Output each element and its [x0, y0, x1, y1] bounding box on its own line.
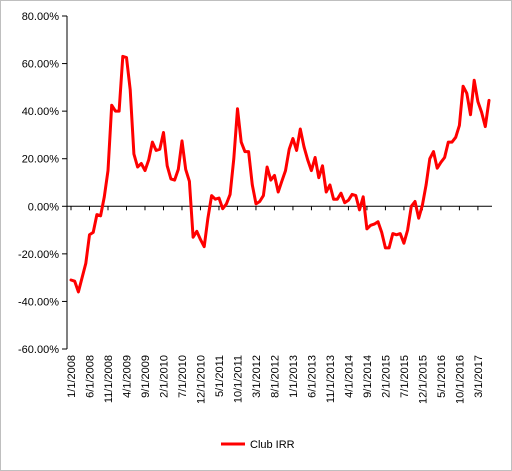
y-axis-ticks: -60.00% -40.00% -20.00% 0.00% 20.00% 40.00% 60… [18, 11, 67, 356]
y-tick-label: 60.00% [22, 59, 60, 71]
legend: Club IRR [221, 439, 295, 451]
x-tick-label: 12/1/2015 [417, 355, 429, 404]
x-tick-label: 3/1/2017 [473, 355, 485, 398]
x-tick-label: 2/1/2015 [380, 355, 392, 398]
y-tick-label: -60.00% [18, 344, 59, 356]
x-tick-label: 7/1/2015 [399, 355, 411, 398]
x-tick-label: 2/1/2010 [158, 355, 170, 398]
x-tick-label: 10/1/2016 [454, 355, 466, 404]
x-tick-label: 1/1/2013 [288, 355, 300, 398]
y-tick-label: -20.00% [18, 249, 59, 261]
x-tick-label: 5/1/2011 [214, 355, 226, 397]
x-axis-ticks: 1/1/2008 6/1/2008 11/1/2008 4/1/2009 9/1/200… [66, 206, 485, 404]
y-tick-label: 40.00% [22, 106, 60, 118]
x-tick-label: 7/1/2010 [177, 355, 189, 398]
x-tick-label: 9/1/2014 [362, 355, 374, 398]
y-tick-label: 80.00% [22, 11, 60, 23]
y-tick-label: -40.00% [18, 296, 59, 308]
y-tick-label: 0.00% [28, 201, 59, 213]
x-tick-label: 5/1/2016 [436, 355, 448, 398]
x-tick-label: 9/1/2009 [140, 355, 152, 398]
x-tick-label: 4/1/2009 [121, 355, 133, 398]
x-tick-label: 6/1/2013 [306, 355, 318, 398]
x-tick-label: 11/1/2008 [103, 355, 115, 403]
y-tick-label: 20.00% [22, 154, 60, 166]
x-tick-label: 12/1/2010 [195, 355, 207, 404]
series-layer [69, 54, 491, 294]
x-tick-label: 6/1/2008 [84, 355, 96, 398]
x-tick-label: 11/1/2013 [325, 355, 337, 403]
x-tick-label: 3/1/2012 [251, 355, 263, 398]
x-tick-label: 1/1/2008 [66, 355, 78, 398]
x-tick-label: 4/1/2014 [343, 355, 355, 398]
x-tick-label: 10/1/2011 [232, 355, 244, 403]
series-line-club-irr [69, 54, 491, 294]
legend-label-club-irr: Club IRR [250, 439, 295, 451]
x-tick-label: 8/1/2012 [269, 355, 281, 398]
